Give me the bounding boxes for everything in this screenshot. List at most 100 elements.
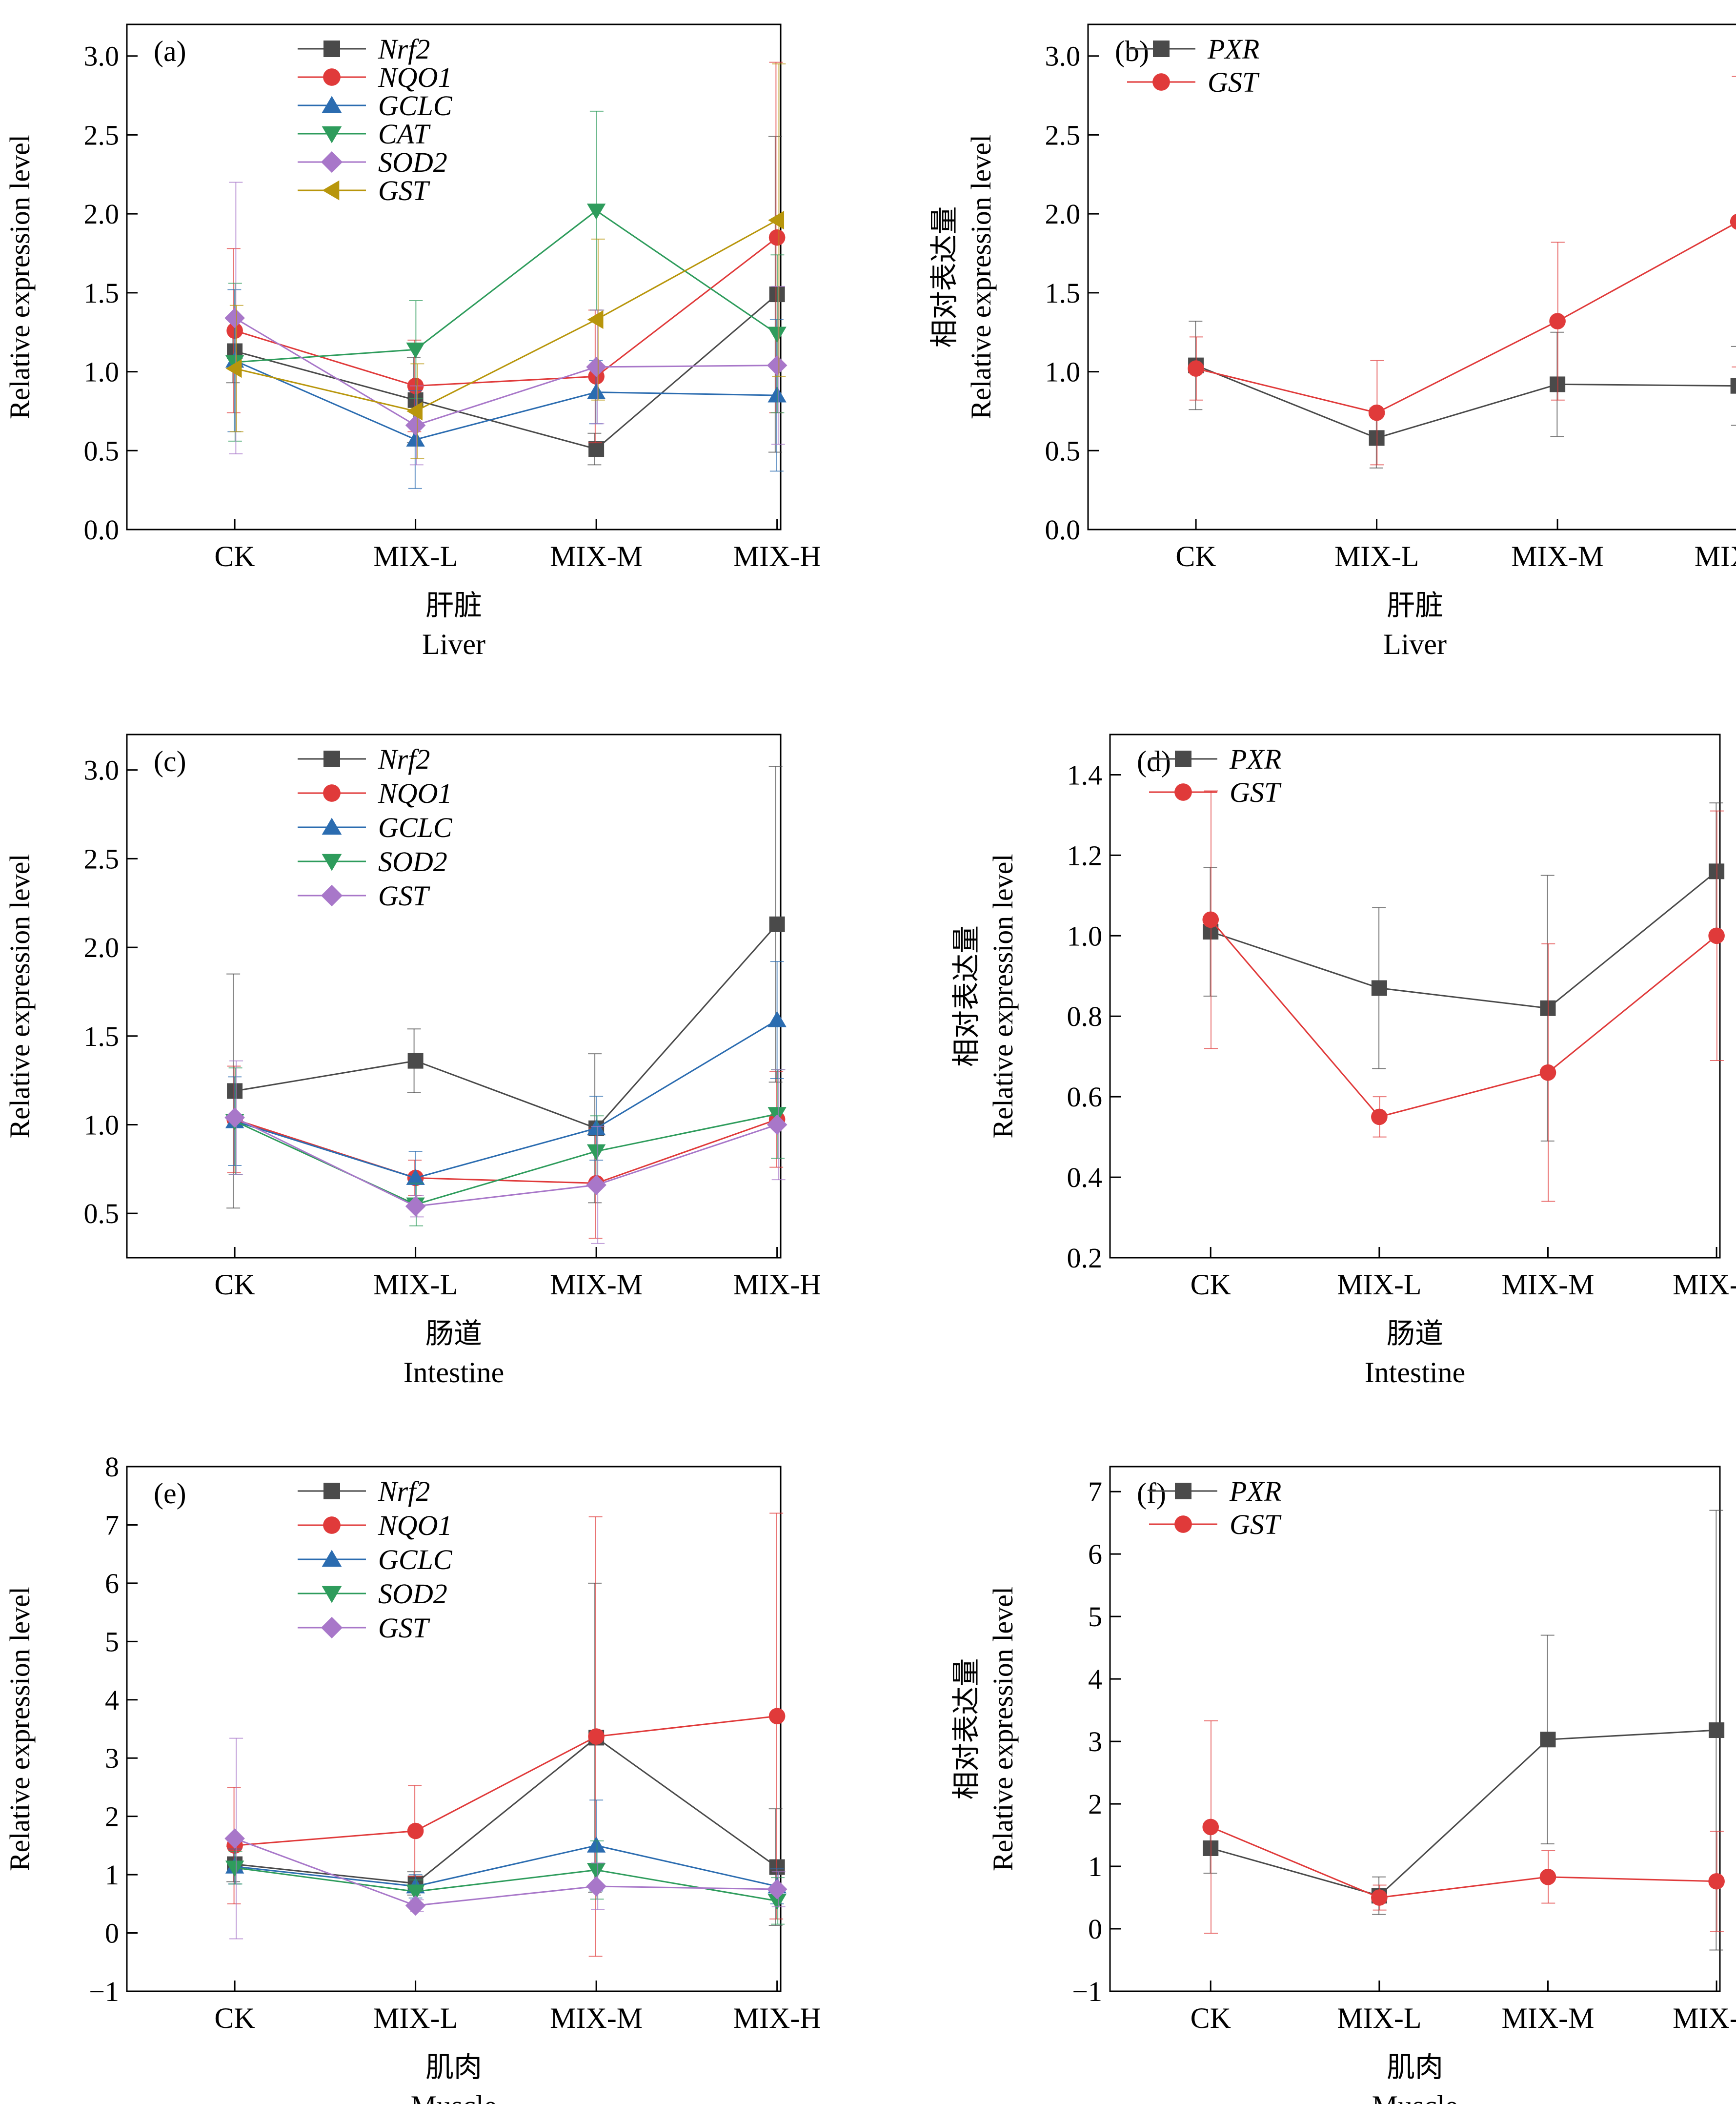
series-line (234, 237, 778, 387)
data-point (768, 229, 786, 246)
y-tick-label: 2.0 (1045, 198, 1081, 230)
plot-frame (126, 23, 782, 531)
y-axis-title-cn: 相对表达量 (928, 206, 961, 347)
data-point (767, 355, 787, 376)
panel-label: (b) (1115, 35, 1149, 67)
legend-marker (1153, 41, 1170, 57)
y-axis-title-en: Relative expression level (987, 1587, 1019, 1871)
data-point (1539, 1869, 1556, 1885)
data-point (406, 402, 423, 421)
data-point (1730, 378, 1736, 394)
data-point (224, 307, 245, 328)
y-tick-label: 5 (1088, 1601, 1102, 1633)
panel-label: (e) (154, 1477, 186, 1510)
data-point (768, 1708, 786, 1725)
y-tick-label: 7 (1088, 1476, 1102, 1508)
legend-marker (1174, 783, 1192, 801)
series-line (234, 1844, 777, 1887)
y-tick-label: −1 (1072, 1976, 1102, 2007)
x-axis-title-en: Muscle (1372, 2090, 1458, 2104)
x-axis-title-cn: 肌肉 (1387, 2050, 1443, 2084)
x-tick-label: MIX-L (1337, 2002, 1421, 2034)
y-tick-label: 1.0 (1045, 356, 1081, 388)
x-axis-title-en: Muscle (411, 2090, 497, 2104)
legend-label: GCLC (378, 812, 453, 843)
x-tick-label: MIX-H (733, 2002, 821, 2034)
series-nqo1 (226, 61, 786, 444)
x-tick-label: CK (214, 540, 255, 572)
data-point (1708, 927, 1725, 944)
x-tick-label: MIX-H (1673, 2002, 1736, 2034)
x-tick-label: MIX-L (373, 1268, 458, 1301)
series-nqo1 (226, 1065, 786, 1239)
y-tick-label: 1.0 (84, 1109, 120, 1141)
plot-frame (1109, 1466, 1721, 1992)
data-point (769, 916, 785, 932)
data-point (586, 1863, 606, 1879)
y-tick-label: 1 (105, 1859, 119, 1891)
legend-label: GST (1208, 66, 1260, 98)
x-tick-label: CK (1191, 1268, 1231, 1301)
y-tick-label: 0.5 (84, 1198, 120, 1229)
y-tick-label: 4 (1088, 1663, 1102, 1695)
data-point (1708, 1873, 1725, 1890)
y-tick-label: 6 (105, 1568, 119, 1599)
panel-label: (f) (1137, 1477, 1166, 1510)
legend-label: SOD2 (378, 1578, 447, 1610)
series-line (234, 219, 778, 412)
x-tick-label: CK (1175, 540, 1216, 572)
legend-marker (322, 1586, 342, 1603)
y-tick-label: 0 (1088, 1913, 1102, 1945)
series-nqo1 (226, 1512, 786, 1957)
y-tick-label: 0.8 (1067, 1001, 1103, 1032)
series-pxr (1203, 1510, 1725, 1951)
legend-marker (1175, 1483, 1191, 1499)
legend-label: GCLC (378, 90, 453, 122)
series-sod2 (224, 182, 787, 466)
y-tick-label: 2 (105, 1801, 119, 1833)
series-line (234, 1119, 778, 1184)
series-line (234, 1736, 778, 1884)
y-tick-label: 6 (1088, 1538, 1102, 1570)
y-tick-label: 3.0 (84, 755, 120, 786)
x-axis-title-en: Liver (1383, 628, 1447, 660)
chart-panel-c: 0.5 1.0 1.5 2.0 2.5 3.0 CK MIX-L MIX-M MIX-H (c) 肠道… (4, 734, 821, 1389)
data-point (1371, 1108, 1388, 1125)
data-point (767, 327, 787, 343)
legend-label: PXR (1229, 743, 1281, 775)
y-tick-label: 1.0 (84, 356, 120, 388)
x-axis-title-en: Intestine (1365, 1356, 1466, 1389)
series-gst (224, 1060, 787, 1244)
series-line (234, 1019, 778, 1179)
y-tick-label: 2 (1088, 1788, 1102, 1820)
legend-marker (1175, 751, 1191, 767)
data-point (225, 359, 242, 378)
legend-marker (322, 1550, 342, 1567)
data-point (767, 1114, 787, 1135)
series-sod2 (225, 1067, 787, 1226)
y-tick-label: 1.4 (1067, 759, 1103, 791)
data-point (586, 1836, 606, 1853)
data-point (767, 1879, 787, 1900)
legend-marker (323, 1483, 340, 1499)
series-gclc (225, 289, 787, 489)
legend-marker (321, 151, 343, 173)
legend-label: CAT (378, 118, 431, 150)
data-point (406, 1169, 425, 1185)
y-tick-label: 3.0 (1045, 41, 1081, 72)
y-tick-label: 3 (105, 1742, 119, 1774)
legend-label: GCLC (378, 1544, 453, 1575)
y-tick-label: 2.0 (84, 932, 120, 963)
legend-marker (1152, 73, 1170, 91)
y-tick-label: 0.4 (1067, 1162, 1103, 1193)
data-point (406, 342, 425, 359)
legend-label: GST (1230, 1509, 1282, 1540)
legend-label: NQO1 (378, 777, 452, 809)
chart-panel-e: −1012345678CKMIX-LMIX-MMIX-H(e)肌肉Muscle相… (4, 1451, 821, 2104)
y-tick-label: 0.5 (84, 435, 120, 467)
series-gclc (225, 961, 787, 1205)
series-line (234, 317, 777, 427)
y-tick-label: 0 (105, 1918, 119, 1949)
